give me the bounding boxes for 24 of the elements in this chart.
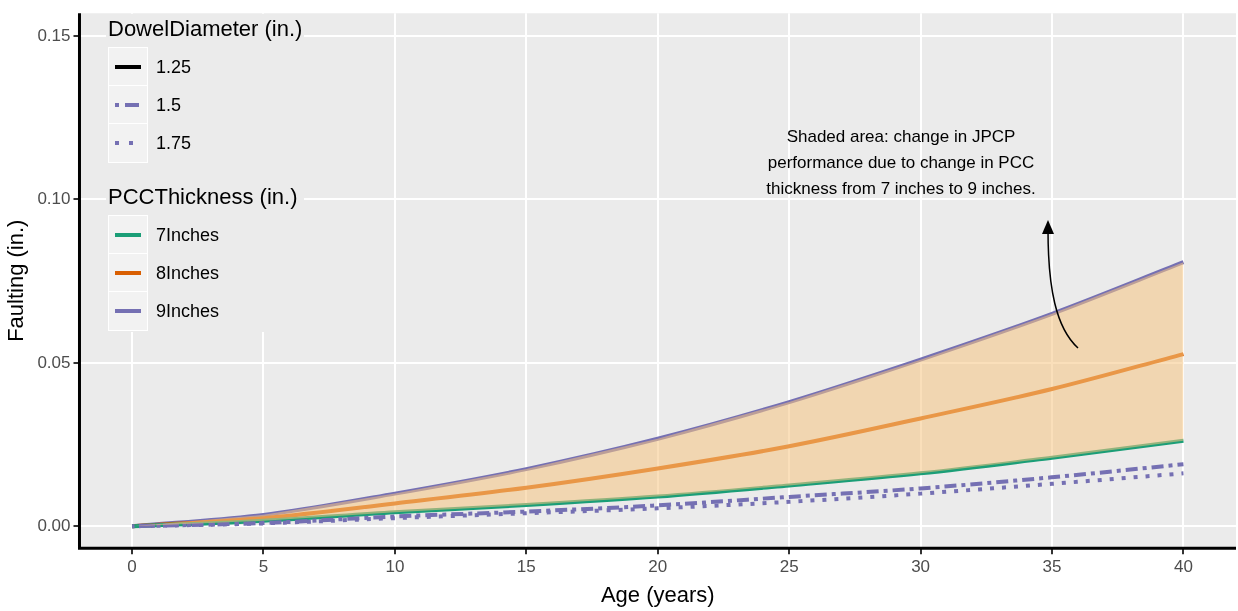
y-tick-label: 0.15 [37, 25, 71, 45]
x-tick-label: 35 [1042, 557, 1062, 577]
x-tick-label: 30 [911, 557, 931, 577]
x-tick-label: 20 [648, 557, 668, 577]
legend-label: 1.5 [156, 94, 182, 116]
y-tick-label: 0.00 [37, 515, 71, 535]
x-tick-label: 0 [127, 557, 137, 577]
annotation: Shaded area: change in JPCP performance due to change in PCC thickness from 7 inches to 9 inches. [766, 126, 1036, 200]
x-tick-label: 40 [1173, 557, 1193, 577]
legend-label: 7Inches [156, 224, 220, 246]
x-tick-label: 5 [258, 557, 269, 577]
x-tick-label: 15 [516, 557, 536, 577]
x-tick-label: 25 [779, 557, 799, 577]
x-axis-title: Age (years) [600, 581, 715, 607]
y-tick-label: 0.05 [37, 352, 71, 372]
y-tick-label: 0.10 [37, 189, 71, 209]
legend-label: 9Inches [156, 300, 220, 322]
legend-label: 8Inches [156, 262, 220, 284]
annotation: PCCThickness (in.) [108, 184, 299, 210]
y-axis-title: Faulting (in.) [3, 219, 29, 342]
legend-title: DowelDiameter (in.) [108, 16, 303, 42]
x-tick-label: 10 [385, 557, 405, 577]
legend-label: 1.25 [156, 56, 192, 78]
legend-label: 1.75 [156, 132, 192, 154]
